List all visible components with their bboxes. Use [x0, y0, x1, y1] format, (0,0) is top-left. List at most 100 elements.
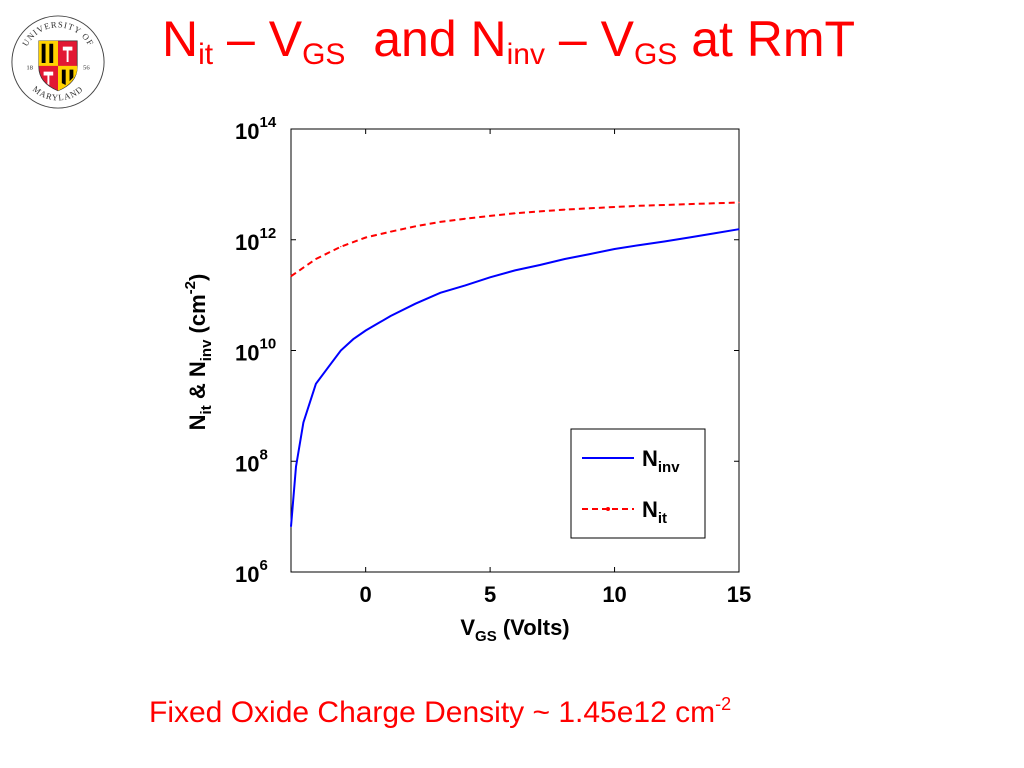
y-tick-exponent: 14	[259, 114, 276, 131]
title-part4: – V	[545, 11, 634, 67]
maryland-shield-icon	[38, 40, 78, 92]
y-axis-label-part: (cm	[185, 294, 210, 339]
data-point-ninv	[302, 421, 305, 424]
y-tick-exponent: 10	[259, 336, 276, 353]
data-point-nit	[589, 207, 591, 209]
data-point-nit	[514, 212, 516, 214]
y-axis-label-part: it	[198, 405, 215, 414]
legend-ninv-sub: inv	[658, 459, 680, 476]
y-tick-exponent: 6	[259, 557, 267, 574]
x-axis-label-sub: GS	[475, 628, 497, 645]
legend-box	[570, 428, 706, 539]
data-point-nit	[663, 204, 665, 206]
series-layer	[290, 201, 740, 528]
university-of-maryland-seal: UNIVERSITY OF MARYLAND 18 56	[11, 15, 105, 109]
data-point-nit	[340, 246, 342, 248]
slide-title: Nit – VGS and Ninv – VGS at RmT	[162, 10, 1002, 72]
y-axis-label-part: N	[185, 414, 210, 430]
y-tick-label: 1014	[235, 114, 277, 144]
data-point-ninv	[377, 322, 379, 324]
data-point-ninv	[539, 264, 541, 266]
y-tick-base: 10	[235, 119, 259, 144]
data-point-ninv	[327, 366, 329, 368]
legend-nit-main: N	[642, 497, 658, 522]
y-tick-label: 1010	[235, 336, 276, 366]
y-axis-label-part: )	[185, 274, 210, 281]
data-point-ninv	[663, 240, 665, 243]
legend-nit-sub: it	[658, 510, 667, 527]
x-axis-label-main: V	[460, 615, 475, 640]
data-point-nit	[464, 218, 466, 220]
data-point-ninv	[352, 338, 354, 340]
x-axis-label: VGS (Volts)	[460, 615, 569, 645]
title-part1-sub: it	[198, 38, 214, 71]
x-tick-label: 0	[360, 582, 372, 607]
data-point-ninv	[295, 466, 297, 468]
data-point-ninv	[514, 269, 516, 271]
data-point-ninv	[738, 228, 740, 230]
data-point-ninv	[414, 303, 417, 305]
data-point-nit	[489, 215, 491, 217]
data-point-ninv	[589, 253, 591, 255]
y-axis-label: Nit & Ninv (cm-2)	[182, 274, 215, 431]
logo-year-left: 18	[26, 65, 33, 72]
footer-sup: -2	[715, 694, 732, 714]
y-tick-exponent: 12	[259, 225, 276, 242]
data-point-nit	[613, 206, 616, 208]
data-point-nit	[738, 201, 740, 204]
data-point-ninv	[564, 258, 566, 260]
legend-nit-label: Nit	[642, 497, 667, 527]
logo-year-right: 56	[83, 65, 90, 72]
data-point-ninv	[340, 349, 342, 352]
data-point-ninv	[713, 232, 715, 235]
y-axis-label-part: & N	[185, 361, 210, 405]
data-point-ninv	[613, 248, 616, 250]
title-part1: N	[162, 11, 199, 67]
title-part4-sub: GS	[633, 38, 678, 71]
x-tick-label: 10	[602, 582, 626, 607]
x-tick-label: 15	[727, 582, 751, 607]
y-tick-base: 10	[235, 451, 259, 476]
x-axis-label-suffix: (Volts)	[497, 615, 570, 640]
y-axis-label-part: inv	[198, 339, 215, 361]
title-part2-sub: GS	[302, 38, 346, 71]
y-tick-label: 108	[235, 446, 268, 476]
series-line-ninv	[290, 228, 740, 527]
data-point-nit	[713, 202, 715, 204]
legend-nit-marker	[606, 507, 610, 511]
y-tick-base: 10	[235, 562, 259, 587]
legend: Ninv Nit	[570, 428, 706, 539]
footer-text: Fixed Oxide Charge Density ~ 1.45e12 cm	[149, 696, 716, 729]
data-point-nit	[688, 203, 690, 205]
title-part3: and N	[345, 11, 507, 67]
data-point-ninv	[464, 284, 466, 286]
data-point-ninv	[489, 276, 491, 278]
fixed-oxide-charge-note: Fixed Oxide Charge Density ~ 1.45e12 cm-…	[149, 694, 731, 730]
data-point-ninv	[315, 383, 317, 385]
data-point-ninv	[439, 292, 441, 294]
x-tick-labels: 0 5 10 15	[360, 582, 752, 607]
y-axis-label-part: -2	[182, 281, 199, 294]
data-point-ninv	[688, 236, 690, 239]
x-tick-label: 5	[484, 582, 496, 607]
title-part2: – V	[213, 11, 303, 67]
data-point-nit	[564, 209, 566, 211]
title-part3-sub: inv	[506, 38, 545, 71]
y-tick-base: 10	[235, 230, 259, 255]
data-point-ninv	[389, 315, 392, 317]
y-tick-label: 106	[235, 557, 268, 587]
legend-ninv-main: N	[642, 446, 658, 471]
data-point-nit	[365, 236, 367, 239]
legend-ninv-label: Ninv	[642, 446, 680, 476]
data-point-nit	[638, 205, 641, 207]
y-tick-label: 1012	[235, 225, 276, 255]
data-point-nit	[290, 275, 292, 277]
data-point-nit	[389, 231, 392, 233]
y-tick-base: 10	[235, 341, 259, 366]
title-part5: at RmT	[677, 11, 856, 67]
axis-ticks	[291, 128, 740, 573]
y-tick-exponent: 8	[259, 446, 267, 463]
data-point-nit	[439, 221, 441, 223]
